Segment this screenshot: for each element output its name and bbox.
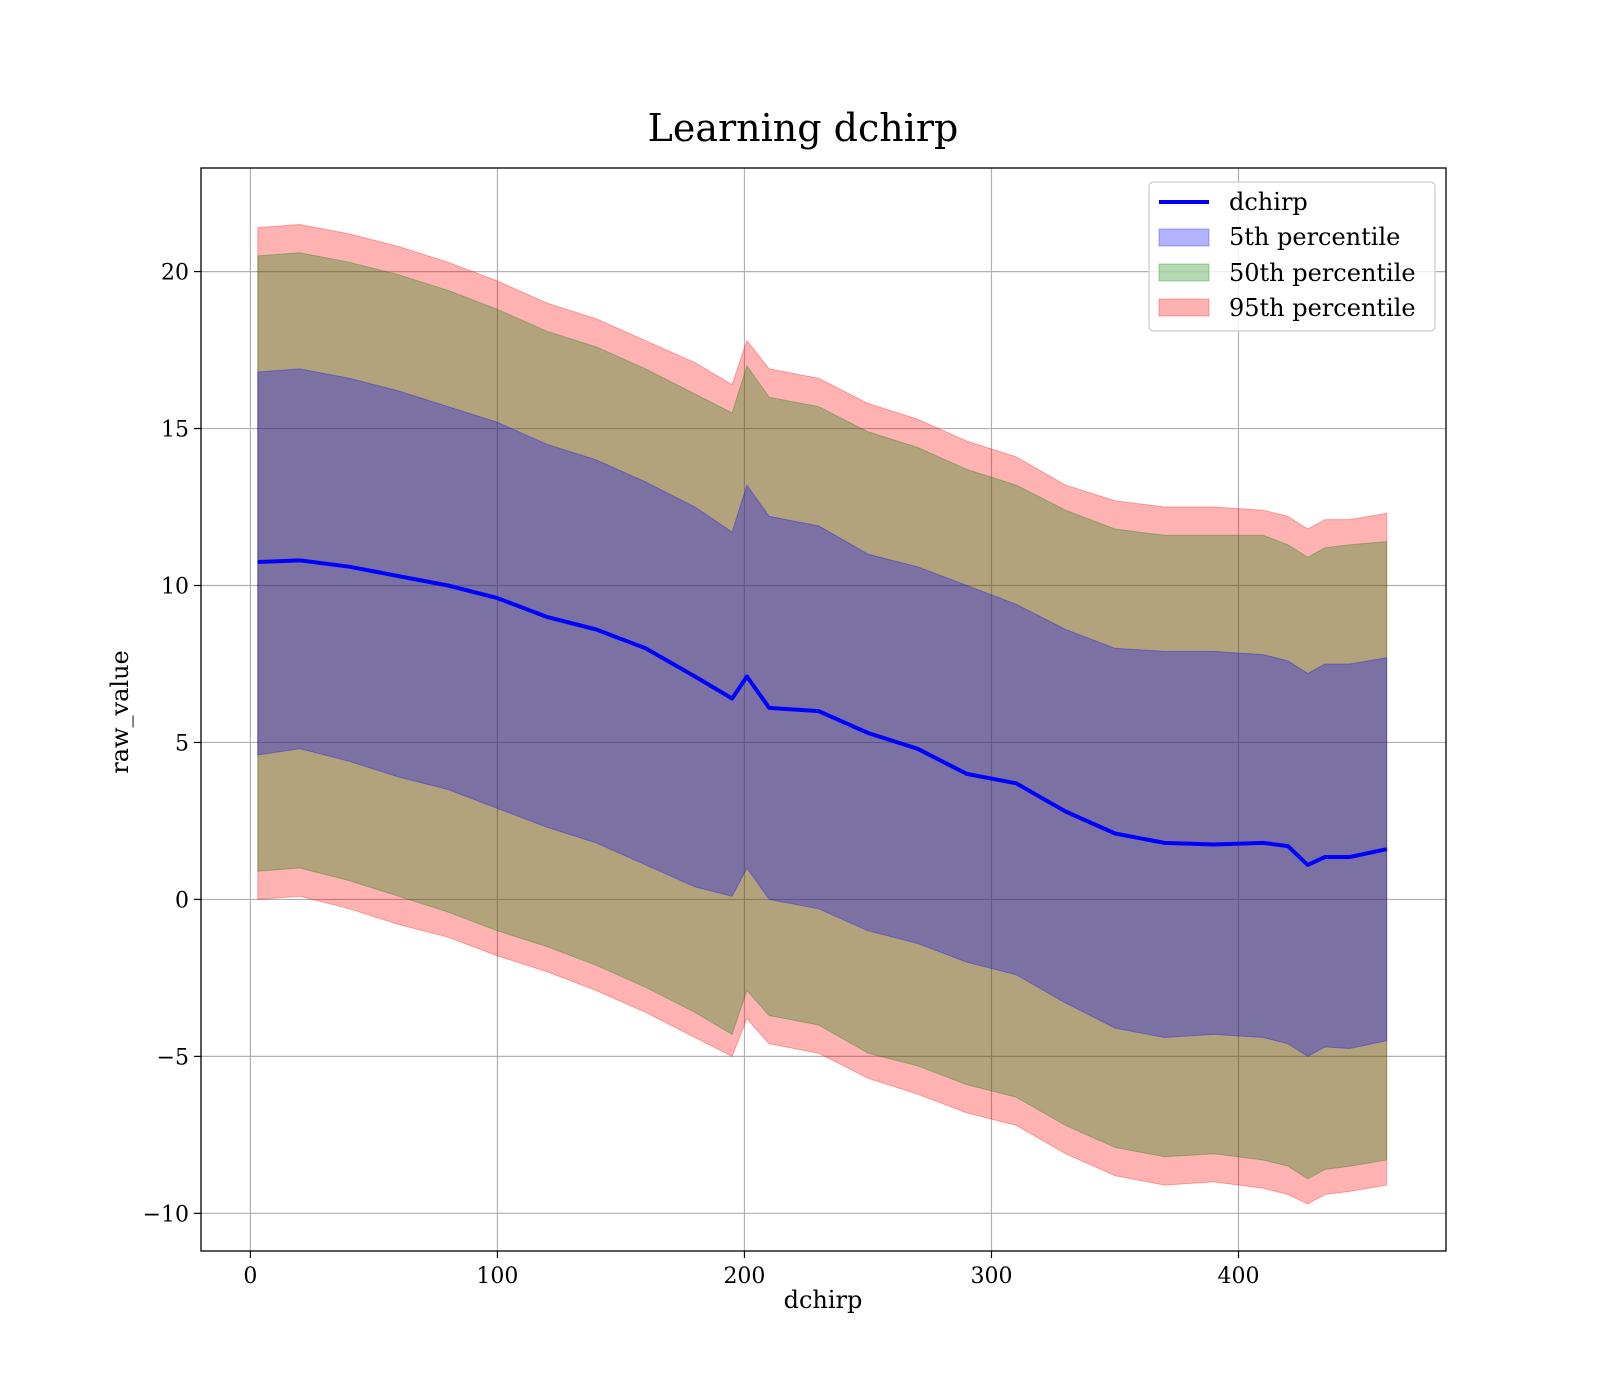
x-tick-label: 400 — [1218, 1264, 1260, 1289]
x-tick-label: 100 — [476, 1264, 518, 1289]
x-tick-label: 200 — [723, 1264, 765, 1289]
y-tick-label: 20 — [161, 261, 189, 286]
legend-swatch-95th — [1158, 298, 1210, 317]
y-tick-label: 10 — [161, 575, 189, 600]
series-lines — [257, 558, 1388, 867]
legend-label-50th: 50th percentile — [1229, 259, 1416, 287]
y-tick-label: 5 — [175, 731, 189, 756]
y-tick-label: −10 — [143, 1202, 189, 1227]
x-tick-label: 300 — [970, 1264, 1012, 1289]
legend-label-5th: 5th percentile — [1229, 223, 1400, 251]
legend-label-95th: 95th percentile — [1229, 294, 1416, 322]
chart-title: Learning dchirp — [648, 106, 959, 150]
grid-lines — [201, 168, 1446, 1251]
y-tick-label: 15 — [161, 418, 189, 443]
y-tick-label: −5 — [157, 1045, 189, 1070]
series-line-dchirp — [257, 558, 1388, 867]
legend-swatch-50th — [1158, 263, 1210, 282]
percentile-bands — [257, 223, 1388, 1205]
legend-frame — [1148, 181, 1436, 332]
legend: dchirp 5th percentile 50th percentile 95… — [1148, 181, 1436, 332]
legend-swatch-5th — [1158, 228, 1210, 247]
plot-frame — [200, 167, 1447, 1252]
legend-label-dchirp: dchirp — [1229, 188, 1308, 216]
y-tick-label: 0 — [175, 888, 189, 913]
axis-ticks: 0 100 200 300 400 −10 −5 0 5 10 15 20 — [143, 261, 1260, 1289]
x-axis-label: dchirp — [784, 1286, 863, 1314]
x-tick-label: 0 — [243, 1264, 257, 1289]
y-axis-label: raw_value — [106, 650, 134, 774]
